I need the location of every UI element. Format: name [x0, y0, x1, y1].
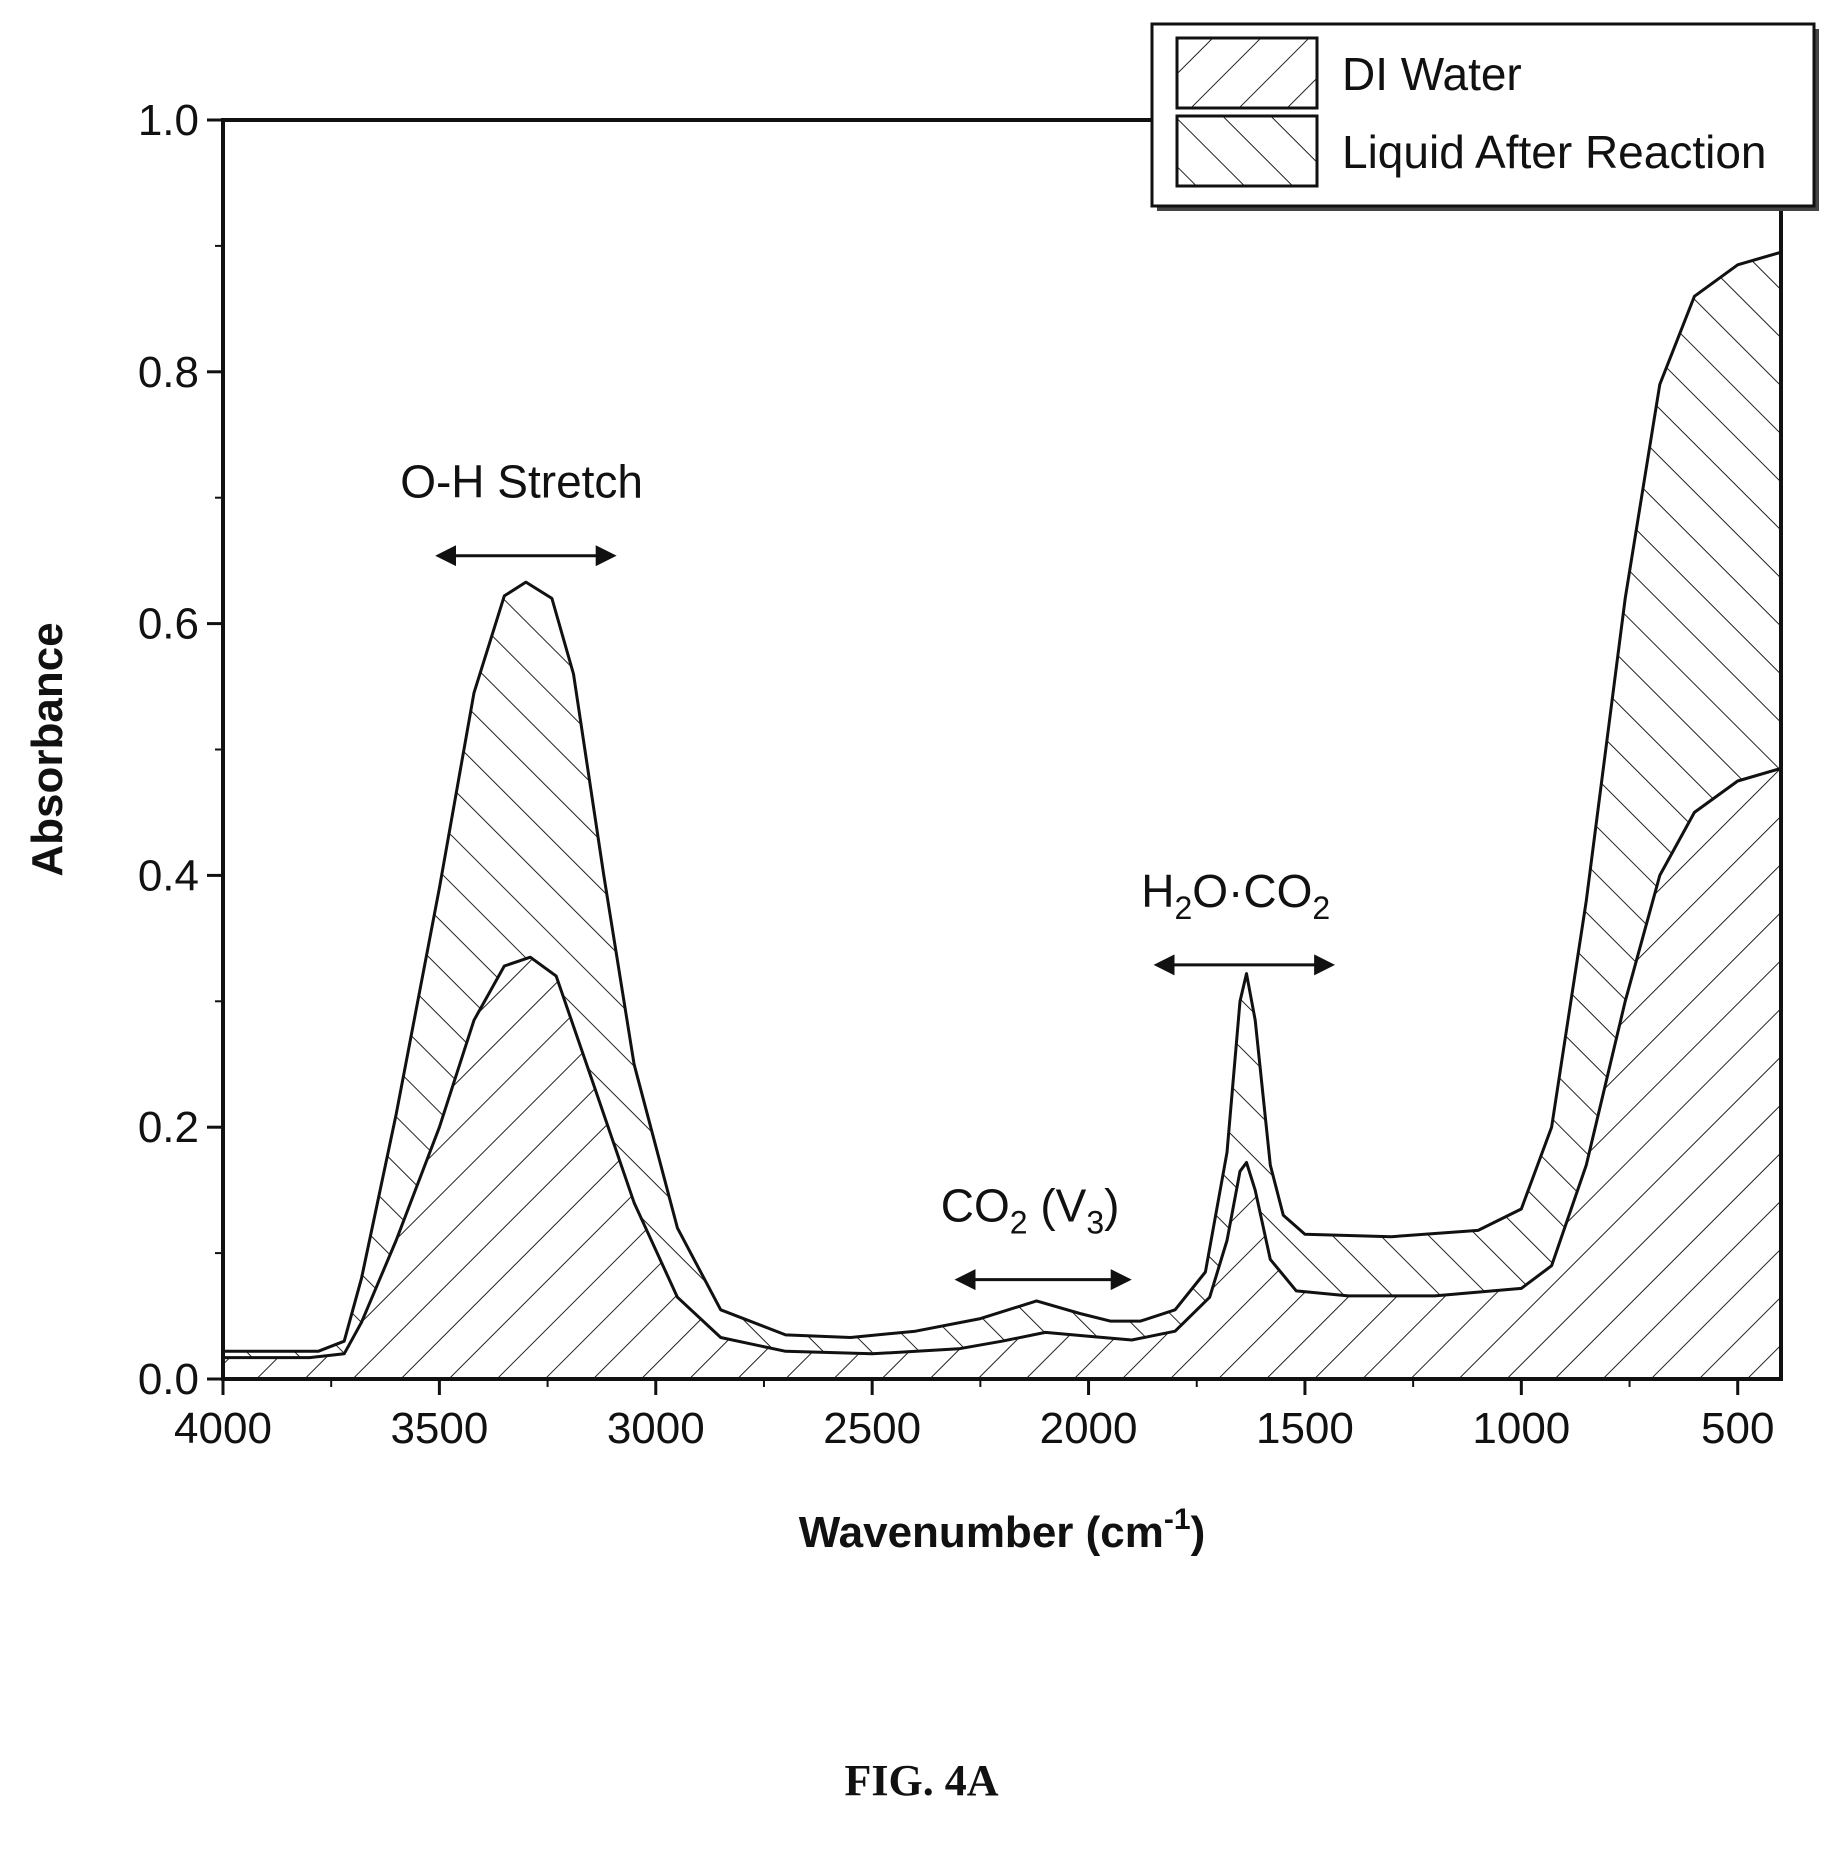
x-axis-title-superscript: -1 — [1164, 1503, 1191, 1536]
y-axis-title: Absorbance — [23, 622, 72, 876]
annotation-subscript: 3 — [1086, 1205, 1104, 1241]
annotation-label: H2O·CO2 — [1141, 865, 1330, 926]
x-axis-title-end: ) — [1191, 1508, 1206, 1557]
annotation-text: H — [1141, 865, 1174, 917]
annotation-text: (V — [1028, 1180, 1087, 1232]
figure-label: FIG. 4A — [844, 1756, 999, 1805]
annotation-label: O-H Stretch — [400, 456, 643, 508]
legend-swatch-di-water — [1175, 36, 1319, 110]
legend-label-di-water: DI Water — [1342, 48, 1522, 100]
liquid-after-reaction-area — [221, 250, 1783, 1381]
annotation-subscript: 2 — [1312, 890, 1330, 926]
annotation-text: CO — [941, 1180, 1010, 1232]
y-tick-label: 0.4 — [138, 851, 199, 900]
y-axis: 0.0 0.2 0.4 0.6 0.8 1.0 — [138, 96, 223, 1404]
annotation-subscript: 2 — [1174, 890, 1192, 926]
x-tick-label: 500 — [1701, 1404, 1774, 1453]
x-tick-label: 3500 — [390, 1404, 488, 1453]
spectrum-areas — [221, 250, 1783, 1381]
y-tick-label: 0.0 — [138, 1355, 199, 1404]
annotation-subscript: 2 — [1010, 1205, 1028, 1241]
annotation-0: O-H Stretch — [400, 456, 643, 567]
annotation-1: CO2 (V3) — [941, 1180, 1132, 1291]
annotation-label: CO2 (V3) — [941, 1180, 1120, 1241]
legend-label-liquid-after-reaction: Liquid After Reaction — [1342, 126, 1767, 178]
legend: DI Water Liquid After Reaction — [1150, 22, 1819, 211]
annotation-2: H2O·CO2 — [1141, 865, 1336, 976]
x-axis: 4000 3500 3000 2500 2000 1500 1000 500 — [174, 1379, 1774, 1453]
y-tick-label: 0.2 — [138, 1103, 199, 1152]
y-tick-label: 0.6 — [138, 600, 199, 649]
x-tick-label: 4000 — [174, 1404, 272, 1453]
y-tick-label: 0.8 — [138, 348, 199, 397]
x-tick-label: 1500 — [1256, 1404, 1354, 1453]
x-axis-title: Wavenumber (cm-1) — [799, 1503, 1205, 1557]
legend-swatch-liquid-after-reaction — [1175, 114, 1319, 188]
x-axis-title-main: Wavenumber (cm — [799, 1508, 1164, 1557]
annotation-text: O-H Stretch — [400, 456, 643, 508]
x-tick-label: 1000 — [1472, 1404, 1570, 1453]
x-tick-label: 2500 — [823, 1404, 921, 1453]
x-tick-label: 3000 — [607, 1404, 705, 1453]
annotation-text: ) — [1104, 1180, 1119, 1232]
annotation-text: O·CO — [1192, 865, 1312, 917]
x-tick-label: 2000 — [1040, 1404, 1138, 1453]
di-water-area — [221, 766, 1783, 1381]
y-tick-label: 1.0 — [138, 96, 199, 145]
